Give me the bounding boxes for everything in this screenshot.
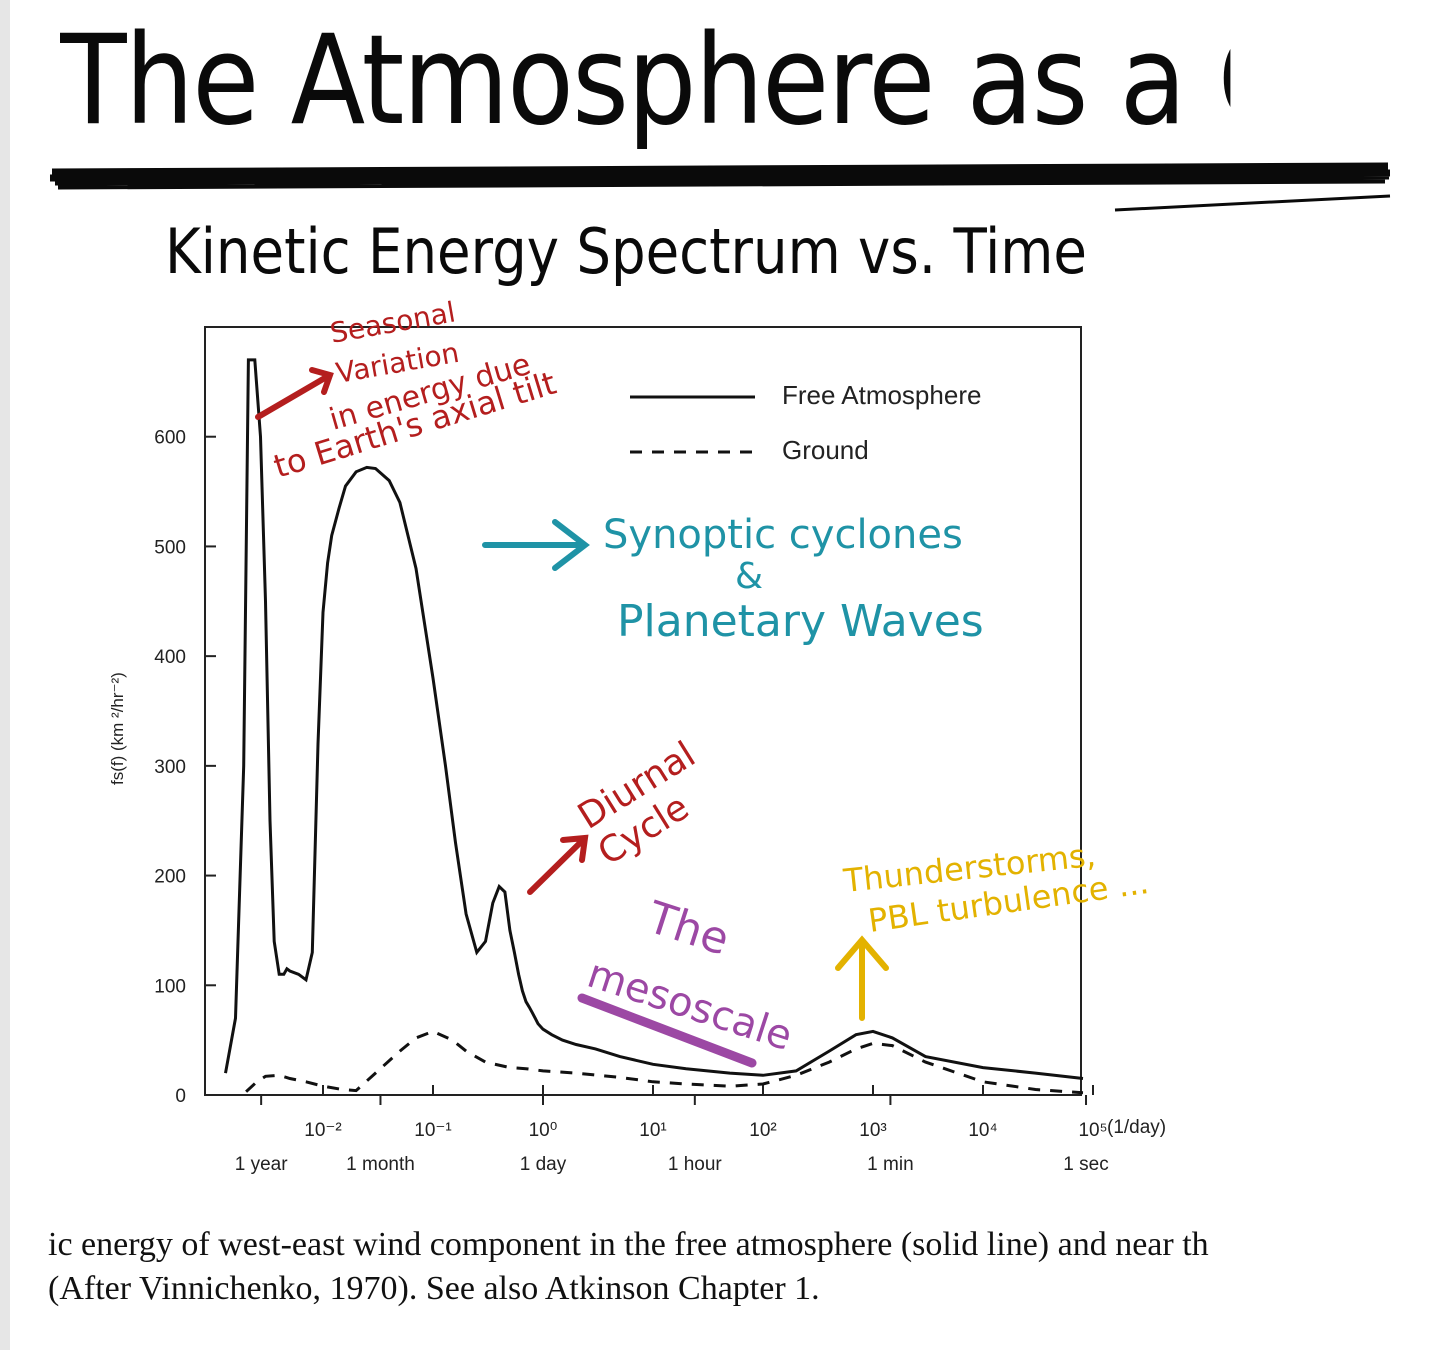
x-tick-label: 10³ xyxy=(859,1120,886,1141)
y-tick-label: 600 xyxy=(154,428,186,449)
svg-text:Synoptic cyclones: Synoptic cyclones xyxy=(603,512,963,558)
x-tick-label: 10⁻¹ xyxy=(414,1120,452,1141)
x-tick-label: 10⁵ xyxy=(1078,1120,1107,1141)
series-line-free-atmosphere xyxy=(224,358,1084,1080)
figure-caption-line-1: ic energy of west-east wind component in… xyxy=(48,1226,1209,1263)
annotation-synoptic: Synoptic cyclones & Planetary Waves xyxy=(482,512,984,647)
arrow-icon xyxy=(527,834,589,895)
page-left-edge xyxy=(0,0,10,1350)
svg-text:Planetary Waves: Planetary Waves xyxy=(617,596,984,647)
x-tick-label: 10⁻² xyxy=(304,1120,342,1141)
annotation-seasonal: Seasonal Variation in energy due to Eart… xyxy=(255,295,560,486)
legend-label-ground: Ground xyxy=(782,435,869,465)
x-tick-label: 10² xyxy=(749,1120,776,1141)
chart-heading: Kinetic Energy Spectrum vs. Time xyxy=(165,215,1087,288)
legend-label-free-atmosphere: Free Atmosphere xyxy=(782,380,981,410)
y-tick-label: 200 xyxy=(154,867,186,888)
svg-text:The: The xyxy=(641,892,736,966)
y-tick-label: 300 xyxy=(154,757,186,778)
arrow-icon xyxy=(835,935,889,1021)
y-tick-label: 500 xyxy=(154,537,186,558)
annotation-diurnal: Diurnal Cycle xyxy=(527,734,703,895)
x-tick-label: 10⁴ xyxy=(968,1120,997,1141)
period-label: 1 month xyxy=(346,1154,415,1175)
underline-stroke xyxy=(577,993,757,1068)
x-axis-unit-label: (1/day) xyxy=(1107,1117,1166,1138)
x-tick-label: 10⁰ xyxy=(529,1120,558,1141)
legend: Free Atmosphere Ground xyxy=(630,380,981,465)
y-tick-label: 400 xyxy=(154,647,186,668)
period-label: 1 min xyxy=(867,1154,913,1175)
period-label: 1 hour xyxy=(668,1154,723,1175)
figure-caption-line-2: (After Vinnichenko, 1970). See also Atki… xyxy=(48,1270,820,1307)
svg-text:&: & xyxy=(735,556,763,597)
annotation-thunderstorms: Thunderstorms, PBL turbulence ... xyxy=(835,836,1151,1021)
period-label: 1 year xyxy=(235,1154,288,1175)
y-tick-label: 0 xyxy=(175,1086,186,1107)
y-axis-label: fs(f) (km ²/hr⁻²) xyxy=(108,672,127,785)
y-tick-label: 100 xyxy=(154,976,186,997)
series-line-ground xyxy=(245,1029,1084,1095)
page-title: The Atmosphere as a Contin xyxy=(60,9,1230,153)
annotation-mesoscale: The mesoscale xyxy=(577,892,798,1068)
plot-frame xyxy=(204,326,1082,1096)
period-label: 1 day xyxy=(520,1154,567,1175)
period-label: 1 sec xyxy=(1063,1154,1108,1175)
x-tick-label: 10¹ xyxy=(639,1120,666,1141)
arrow-icon xyxy=(255,367,334,420)
arrow-icon xyxy=(482,519,590,571)
